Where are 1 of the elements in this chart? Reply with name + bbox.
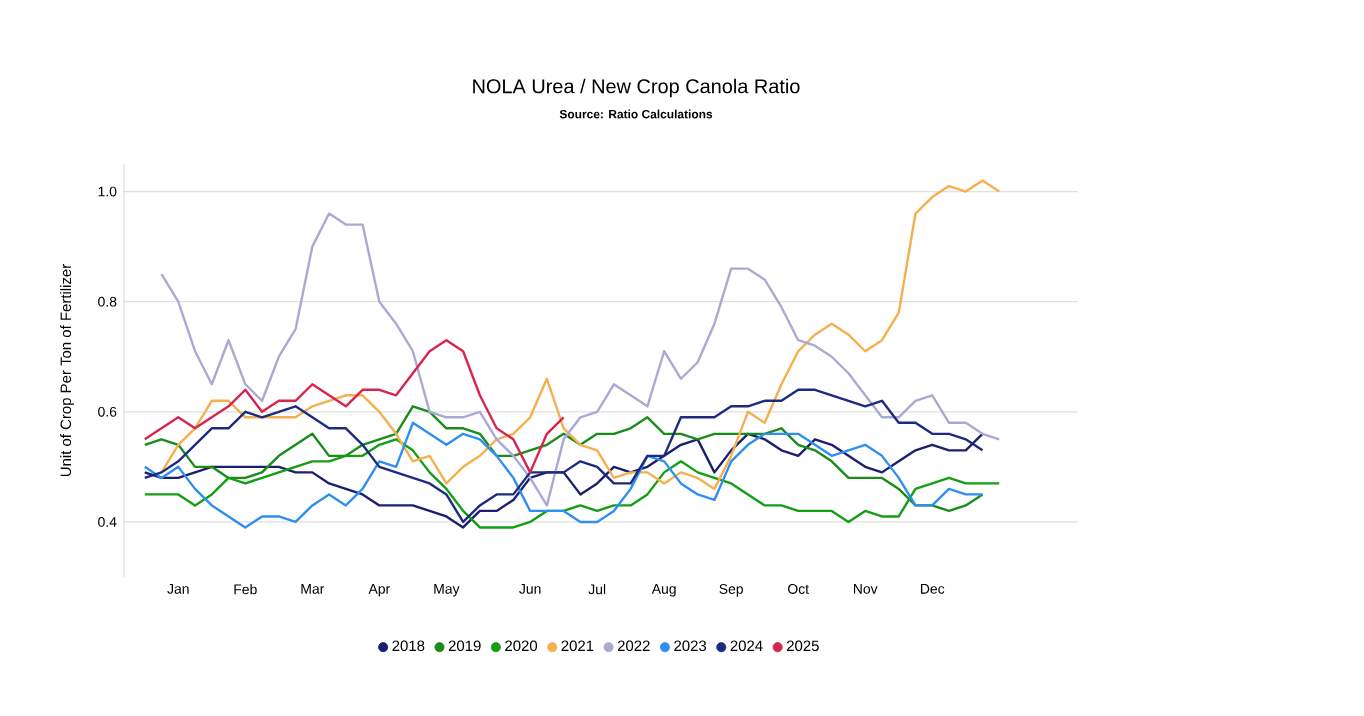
chart-title: NOLA Urea / New Crop Canola Ratio bbox=[473, 78, 800, 98]
